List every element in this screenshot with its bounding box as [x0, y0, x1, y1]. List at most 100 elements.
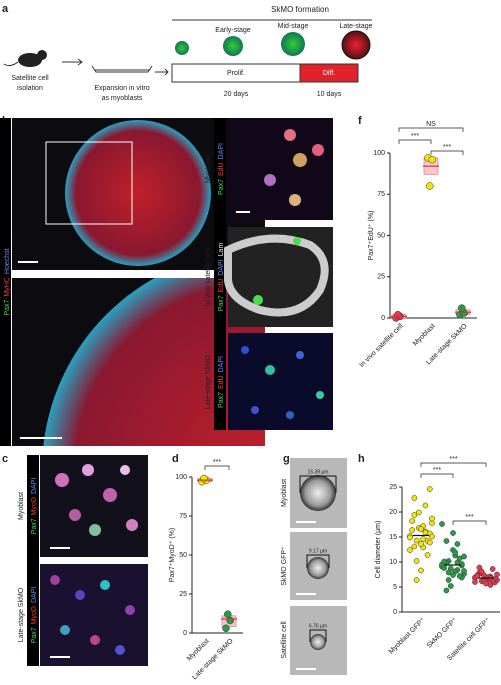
y-tick-label: 100	[373, 150, 385, 157]
data-point	[422, 529, 429, 536]
y-tick-label: 0	[381, 315, 385, 322]
data-point	[420, 536, 427, 542]
panel-label: d	[172, 453, 179, 465]
significance-label: ***	[411, 133, 419, 140]
data-point	[429, 533, 435, 540]
stain-word: Lam	[218, 243, 225, 257]
stain-label: Pax7 MyHC Hoechst	[4, 248, 11, 315]
panel-label: a	[2, 3, 9, 15]
data-point	[418, 526, 424, 532]
data-point	[226, 616, 234, 625]
data-point	[411, 512, 418, 518]
data-point	[445, 577, 452, 583]
stage-label: Mid-stage	[278, 23, 309, 30]
y-tick-label: 50	[179, 552, 187, 559]
data-point	[474, 573, 481, 579]
stain-word: Hoechst	[4, 248, 11, 274]
y-tick-label: 25	[389, 484, 397, 491]
phase-label: Prolif.	[227, 70, 245, 77]
data-point	[409, 518, 416, 524]
data-point	[411, 495, 418, 501]
panel-label: c	[2, 453, 8, 465]
size-label: 6.76 µm	[309, 623, 327, 629]
image-label: SkMO GFP⁺	[281, 546, 288, 586]
phase-duration: 20 days	[224, 91, 249, 98]
step-label: Satellite cell	[11, 75, 49, 82]
data-point	[413, 577, 420, 583]
stain-word: EdU	[218, 375, 225, 389]
data-point	[456, 573, 463, 579]
significance-label: ***	[443, 144, 451, 151]
data-point	[429, 515, 435, 522]
significance-label: ***	[433, 467, 441, 474]
stage-label: Early-stage	[215, 27, 251, 34]
stain-word: Pax7	[218, 392, 225, 408]
data-point	[458, 304, 466, 312]
image-label: Late-stage SkMO	[18, 587, 25, 642]
data-point	[454, 541, 461, 547]
data-point	[424, 552, 431, 558]
stage-label: Late-stage	[339, 23, 372, 30]
data-point	[418, 567, 424, 574]
y-tick-label: 50	[377, 232, 385, 239]
y-axis-label: Cell diameter (µm)	[375, 521, 382, 579]
stain-label: Pax7 MyoD DAPI	[31, 478, 38, 535]
data-point	[458, 561, 465, 567]
data-point	[452, 549, 459, 556]
step-label: Expansion in vitro	[94, 85, 149, 92]
y-tick-label: 25	[179, 591, 187, 598]
data-point	[426, 486, 433, 492]
data-point	[407, 534, 413, 541]
stain-word: EdU	[218, 162, 225, 176]
significance-label: ***	[213, 459, 221, 466]
y-tick-label: 5	[393, 584, 397, 591]
data-point	[439, 521, 445, 527]
significance-bracket	[398, 127, 464, 132]
data-point	[426, 539, 433, 546]
y-tick-label: 0	[183, 630, 187, 637]
stain-label: Pax7 EdU DAPI Lam	[218, 243, 225, 312]
data-point	[426, 182, 434, 190]
image-label: Myoblast	[18, 492, 25, 520]
significance-bracket	[452, 520, 487, 525]
data-point	[489, 566, 496, 572]
data-point	[483, 580, 489, 587]
significance-bracket	[420, 462, 487, 467]
stain-word: DAPI	[218, 259, 225, 275]
y-tick-label: 75	[179, 513, 187, 520]
data-point	[413, 558, 420, 564]
data-point	[494, 571, 500, 578]
data-point	[450, 572, 456, 578]
stain-word: Pax7	[31, 518, 38, 534]
data-point	[413, 537, 420, 544]
y-tick-label: 15	[389, 534, 397, 541]
y-tick-label: 100	[175, 474, 187, 481]
y-tick-label: 75	[377, 191, 385, 198]
step-label: as myoblasts	[102, 95, 143, 102]
data-point	[394, 310, 402, 319]
y-tick-label: 0	[393, 609, 397, 616]
significance-bracket	[420, 473, 454, 478]
micrograph-c	[27, 455, 148, 666]
stain-word: DAPI	[218, 356, 225, 372]
data-point	[447, 583, 454, 589]
significance-bracket	[430, 150, 464, 155]
data-point	[461, 553, 467, 560]
data-point	[428, 155, 436, 164]
data-point	[411, 543, 418, 550]
data-point	[409, 527, 416, 533]
data-point	[441, 558, 448, 565]
micrograph-e	[214, 118, 333, 430]
data-point	[222, 624, 230, 633]
data-point	[461, 568, 467, 574]
data-point	[472, 579, 478, 585]
data-point	[450, 530, 456, 536]
micrograph-b	[0, 118, 265, 446]
micrograph-g: 15.39 µm 9.17 µm 6.76 µm Myoblast SkMO G…	[281, 458, 347, 675]
image-label: Late-stage SkMO	[205, 354, 212, 409]
data-point	[478, 568, 485, 575]
data-point	[407, 547, 413, 553]
significance-label: ***	[465, 514, 473, 521]
panel-label: f	[358, 115, 362, 127]
